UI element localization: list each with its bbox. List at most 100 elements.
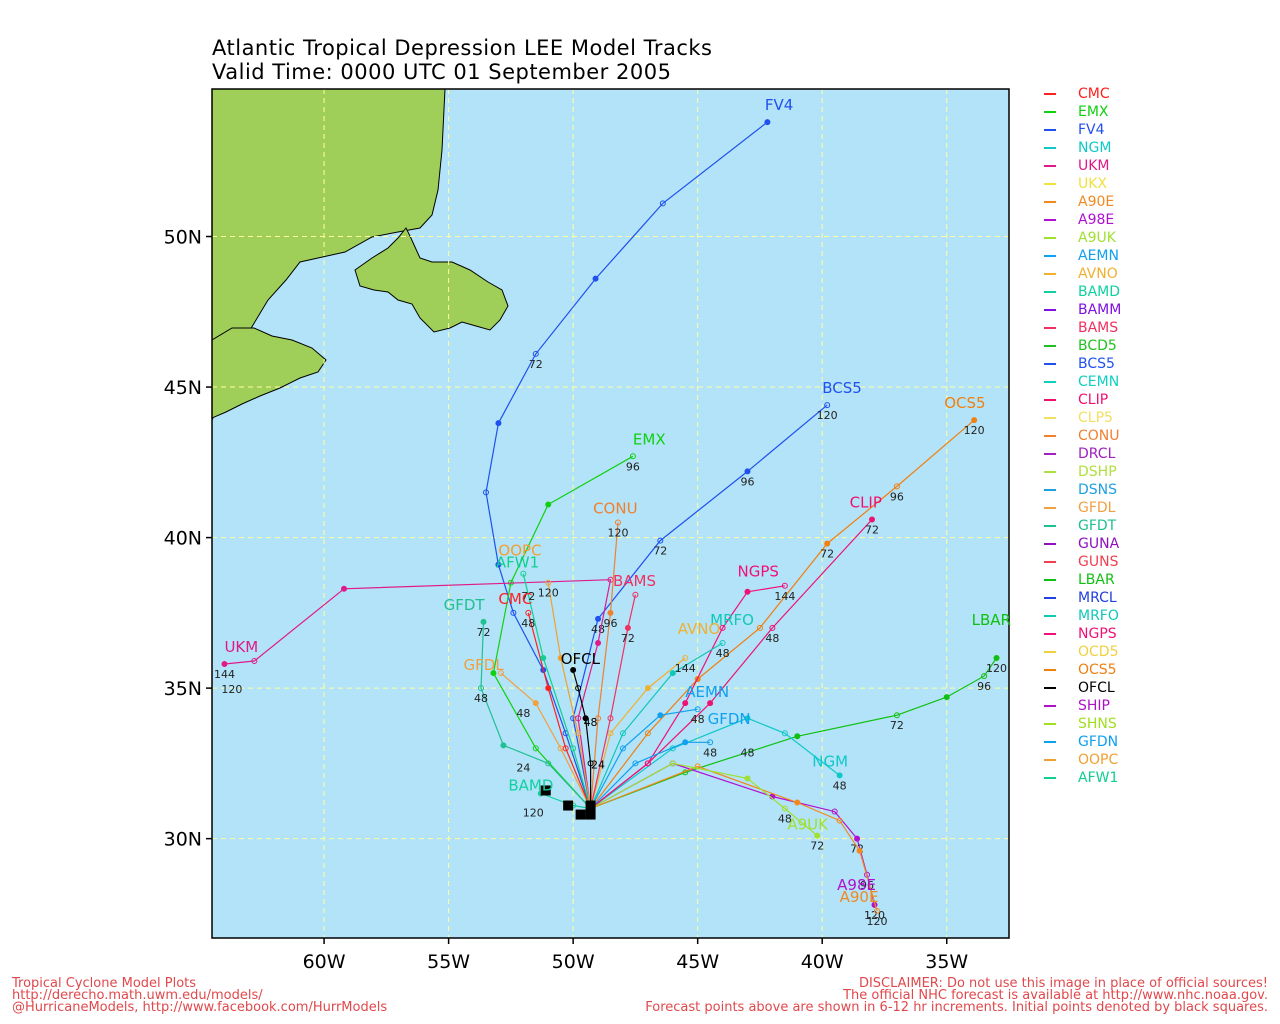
legend-label: MRCL — [1078, 590, 1117, 606]
legend-swatch — [1044, 417, 1056, 419]
legend-label: AVNO — [1078, 266, 1118, 282]
footer-credits: Tropical Cyclone Model Plots http://dere… — [12, 977, 388, 1015]
forecast-point — [532, 700, 539, 707]
legend-item-gfdt: GFDT — [1044, 518, 1116, 536]
forecast-hour-label: 24 — [516, 761, 530, 774]
forecast-point — [490, 670, 497, 677]
forecast-point — [557, 655, 564, 662]
track-mrfo: 48 — [590, 639, 730, 809]
model-label-cmc: CMC — [498, 590, 532, 608]
forecast-hour-label: 48 — [584, 716, 598, 729]
legend-item-cmc: CMC — [1044, 86, 1110, 104]
model-label-a90e: A90E — [840, 888, 879, 906]
forecast-hour-label: 48 — [765, 632, 779, 645]
forecast-point — [341, 585, 348, 592]
forecast-point — [744, 588, 751, 595]
legend-swatch — [1044, 363, 1056, 365]
model-label-aemn: AEMN — [685, 683, 729, 701]
forecast-point — [582, 715, 589, 722]
forecast-point — [607, 609, 614, 616]
forecast-point — [869, 516, 876, 523]
forecast-point — [943, 694, 950, 701]
forecast-point — [575, 730, 582, 737]
legend-item-oopc: OOPC — [1044, 752, 1118, 770]
forecast-point — [619, 730, 626, 737]
lon-tick-label: 60W — [303, 951, 346, 973]
lat-tick-label: 35N — [164, 678, 202, 700]
legend-label: BAMM — [1078, 302, 1122, 318]
legend-item-avno: AVNO — [1044, 266, 1118, 284]
model-label-ukm: UKM — [224, 638, 258, 656]
nova-scotia-land — [212, 327, 327, 419]
track-a9uk: 48 72 — [590, 760, 824, 853]
chart-subtitle: Valid Time: 0000 UTC 01 September 2005 — [212, 60, 672, 84]
graticule — [212, 89, 1009, 938]
forecast-point — [532, 745, 539, 752]
legend-item-dshp: DSHP — [1044, 464, 1117, 482]
footer-disclaimer-line: DISCLAIMER: Do not use this image in pla… — [858, 976, 1268, 991]
model-label-a9uk: A9UK — [787, 816, 829, 834]
forecast-point — [595, 615, 602, 622]
forecast-point — [669, 760, 676, 767]
track-line — [590, 585, 785, 809]
legend-item-ocd5: OCD5 — [1044, 644, 1118, 662]
forecast-point — [595, 715, 602, 722]
track-line — [224, 579, 612, 809]
legend-item-lbar: LBAR — [1044, 572, 1115, 590]
forecast-point — [477, 685, 484, 692]
axis-ticks: 30N 35N 40N 45N 50N 60W 55W 50W 45W 40W 35W — [164, 227, 969, 973]
forecast-point — [769, 624, 776, 631]
legend-item-aemn: AEMN — [1044, 248, 1119, 266]
forecast-point — [644, 760, 651, 767]
forecast-point — [756, 624, 763, 631]
legend-label: GUNS — [1078, 554, 1119, 570]
track-line — [590, 419, 975, 809]
track-line — [590, 708, 698, 809]
forecast-hour-label: 72 — [865, 524, 879, 537]
legend-item-bams: BAMS — [1044, 320, 1118, 338]
legend-swatch — [1044, 129, 1056, 131]
legend-item-a98e: A98E — [1044, 212, 1114, 230]
forecast-point — [893, 712, 900, 719]
footer-disclaimer-line: Forecast points above are shown in 6-12 … — [645, 1000, 1268, 1015]
forecast-point — [893, 483, 900, 490]
forecast-hour-label: 96 — [604, 617, 618, 630]
legend-label: AEMN — [1078, 248, 1119, 264]
model-label-gfdt: GFDT — [444, 596, 486, 614]
forecast-hour-label: 96 — [890, 490, 904, 503]
legend-swatch — [1044, 453, 1056, 455]
forecast-point — [595, 639, 602, 646]
legend-swatch — [1044, 111, 1056, 113]
track-lbar: 48 72 96 120 — [590, 655, 1007, 810]
legend-label: GFDT — [1078, 518, 1117, 534]
legend-item-clp5: CLP5 — [1044, 410, 1113, 428]
forecast-point — [482, 489, 489, 496]
legend-swatch — [1044, 471, 1056, 473]
forecast-hour-label: 96 — [626, 460, 640, 473]
footer-disclaimer: DISCLAIMER: Do not use this image in pla… — [645, 976, 1268, 1015]
footer-disclaimer-line: The official NHC forecast is available a… — [843, 988, 1268, 1003]
forecast-point — [532, 350, 539, 357]
legend-swatch — [1044, 489, 1056, 491]
legend-label: CEMN — [1078, 374, 1120, 390]
forecast-point — [856, 847, 863, 854]
model-label-oopc: OOPC — [498, 542, 541, 560]
footer-credit-line: @HurricaneModels, http://www.facebook.co… — [12, 1000, 388, 1015]
legend-label: NGM — [1078, 140, 1112, 156]
forecast-point — [744, 775, 751, 782]
forecast-hour-label: 48 — [703, 746, 717, 759]
forecast-point — [495, 420, 502, 427]
forecast-point — [570, 745, 577, 752]
forecast-point — [480, 618, 487, 625]
model-label-ofcl: OFCL — [561, 650, 601, 668]
forecast-hour-label: 48 — [691, 713, 705, 726]
legend-swatch — [1044, 381, 1056, 383]
legend-item-afw1: AFW1 — [1044, 770, 1118, 788]
track-ngps: 144 — [590, 582, 795, 809]
legend-item-fv4: FV4 — [1044, 122, 1105, 140]
legend-swatch — [1044, 201, 1056, 203]
forecast-point — [545, 685, 552, 692]
legend-label: NGPS — [1078, 626, 1117, 642]
model-label-gfdn: GFDN — [708, 710, 751, 728]
legend-item-ngm: NGM — [1044, 140, 1111, 158]
